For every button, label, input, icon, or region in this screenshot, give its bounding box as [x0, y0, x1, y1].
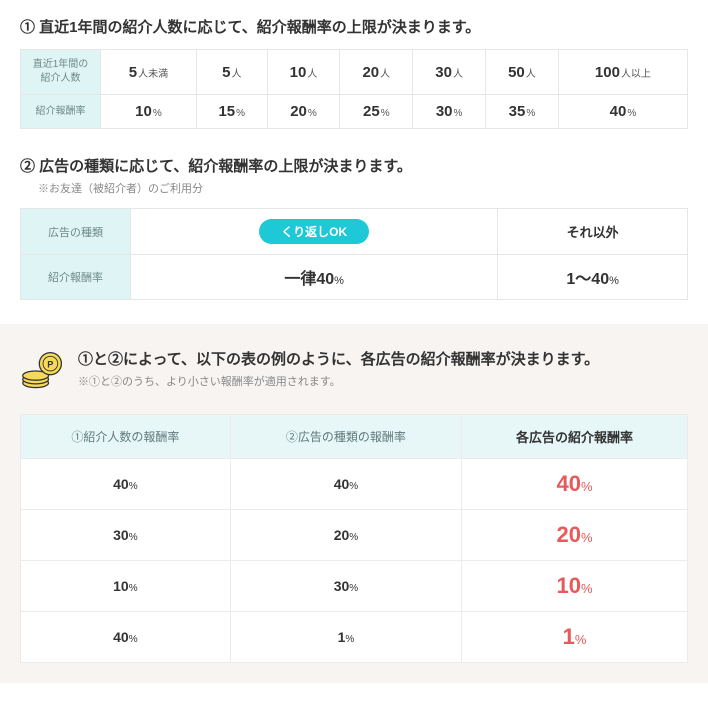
rate-cell: 40% — [558, 95, 687, 129]
col-cell: 10人 — [267, 50, 340, 95]
section-3-subnote: ※①と②のうち、より小さい報酬率が適用されます。 — [78, 373, 599, 389]
row-label-adtype: 広告の種類 — [21, 209, 131, 255]
section-2: ② 広告の種類に応じて、紹介報酬率の上限が決まります。 ※お友達（被紹介者）のご… — [0, 139, 708, 310]
section-3-header-row: P ①と②によって、以下の表の例のように、各広告の紹介報酬率が決まります。 ※①… — [20, 348, 688, 394]
cell: 40% — [21, 612, 231, 663]
rate-cell: 10% — [101, 95, 197, 129]
col-1-header: ①紹介人数の報酬率 — [21, 415, 231, 459]
col-2-header: ②広告の種類の報酬率 — [230, 415, 461, 459]
section-3-headings: ①と②によって、以下の表の例のように、各広告の紹介報酬率が決まります。 ※①と②… — [78, 348, 599, 389]
adtype-repeat-cell: くり返しOK — [131, 209, 498, 255]
col-cell: 50人 — [486, 50, 559, 95]
cell: 30% — [230, 561, 461, 612]
table-row: 30% 20% 20% — [21, 510, 688, 561]
rate-cell: 30% — [413, 95, 486, 129]
table-row: 10% 30% 10% — [21, 561, 688, 612]
cell: 30% — [21, 510, 231, 561]
table-example-rates: ①紹介人数の報酬率 ②広告の種類の報酬率 各広告の紹介報酬率 40% 40% 4… — [20, 414, 688, 663]
section-3: P ①と②によって、以下の表の例のように、各広告の紹介報酬率が決まります。 ※①… — [0, 324, 708, 683]
section-2-heading: ② 広告の種類に応じて、紹介報酬率の上限が決まります。 — [20, 155, 688, 176]
section-1-heading: ① 直近1年間の紹介人数に応じて、紹介報酬率の上限が決まります。 — [20, 16, 688, 37]
rate-right-cell: 1〜40% — [498, 255, 688, 300]
section-1: ① 直近1年間の紹介人数に応じて、紹介報酬率の上限が決まります。 直近1年間の … — [0, 0, 708, 139]
result-cell: 40% — [462, 459, 688, 510]
result-cell: 10% — [462, 561, 688, 612]
col-cell: 100人以上 — [558, 50, 687, 95]
table-ad-type: 広告の種類 くり返しOK それ以外 紹介報酬率 一律40% 1〜40% — [20, 208, 688, 300]
section-2-subnote: ※お友達（被紹介者）のご利用分 — [38, 180, 688, 196]
cell: 1% — [230, 612, 461, 663]
repeat-ok-pill: くり返しOK — [259, 219, 369, 244]
rate-cell: 35% — [486, 95, 559, 129]
col-cell: 5人 — [196, 50, 267, 95]
rate-cell: 25% — [340, 95, 413, 129]
col-cell: 30人 — [413, 50, 486, 95]
rate-left-cell: 一律40% — [131, 255, 498, 300]
cell: 40% — [230, 459, 461, 510]
table-row: 紹介報酬率 一律40% 1〜40% — [21, 255, 688, 300]
row-label-count: 直近1年間の 紹介人数 — [21, 50, 101, 95]
table-row: 直近1年間の 紹介人数 5人未満 5人 10人 20人 30人 50人 100人… — [21, 50, 688, 95]
table-row: 紹介報酬率 10% 15% 20% 25% 30% 35% 40% — [21, 95, 688, 129]
cell: 40% — [21, 459, 231, 510]
cell: 10% — [21, 561, 231, 612]
coins-icon: P — [20, 348, 66, 394]
row-label-rate: 紹介報酬率 — [21, 255, 131, 300]
adtype-other-cell: それ以外 — [498, 209, 688, 255]
result-cell: 20% — [462, 510, 688, 561]
other-label: それ以外 — [567, 225, 619, 240]
col-3-header: 各広告の紹介報酬率 — [462, 415, 688, 459]
result-cell: 1% — [462, 612, 688, 663]
table-row: 40% 40% 40% — [21, 459, 688, 510]
table-row: 広告の種類 くり返しOK それ以外 — [21, 209, 688, 255]
table-row: 40% 1% 1% — [21, 612, 688, 663]
col-cell: 5人未満 — [101, 50, 197, 95]
cell: 20% — [230, 510, 461, 561]
table-referral-count: 直近1年間の 紹介人数 5人未満 5人 10人 20人 30人 50人 100人… — [20, 49, 688, 129]
row-label-rate: 紹介報酬率 — [21, 95, 101, 129]
rate-cell: 20% — [267, 95, 340, 129]
table-header-row: ①紹介人数の報酬率 ②広告の種類の報酬率 各広告の紹介報酬率 — [21, 415, 688, 459]
col-cell: 20人 — [340, 50, 413, 95]
section-3-heading: ①と②によって、以下の表の例のように、各広告の紹介報酬率が決まります。 — [78, 348, 599, 369]
rate-cell: 15% — [196, 95, 267, 129]
svg-text:P: P — [47, 359, 53, 369]
